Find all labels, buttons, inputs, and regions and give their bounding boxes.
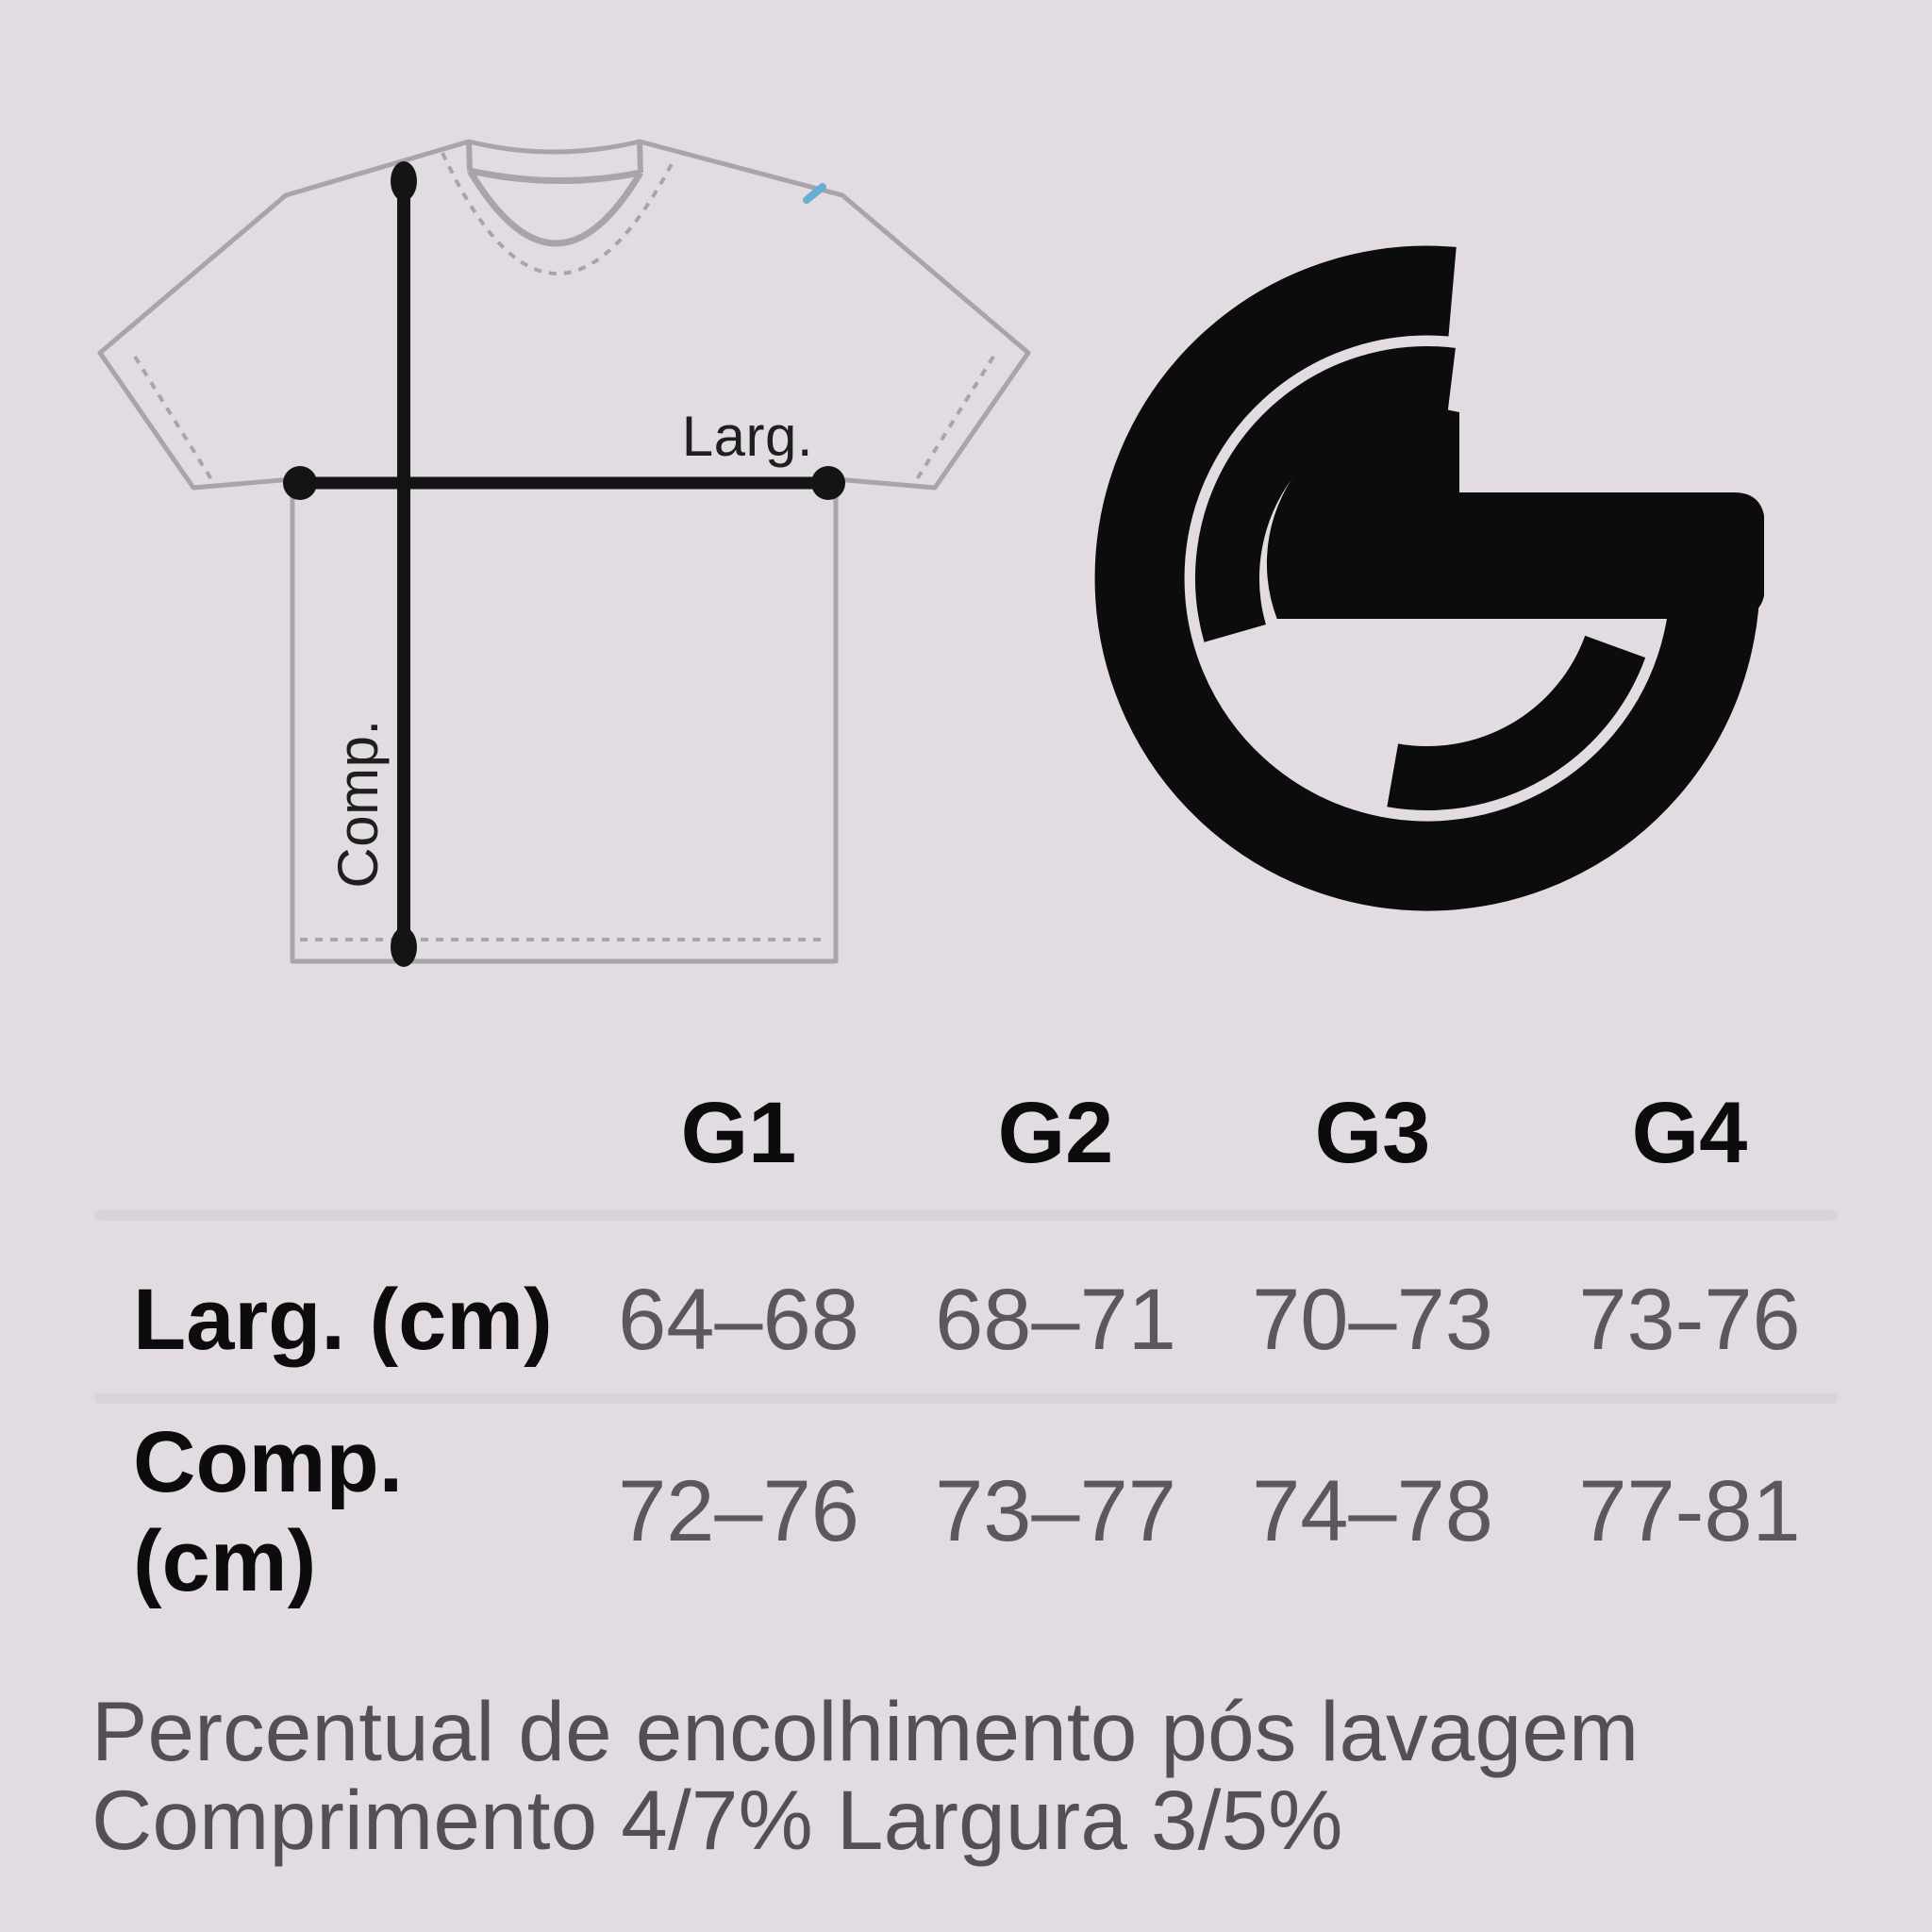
table-row-width: Larg. (cm) 64–68 68–71 70–73 73-76 — [94, 1266, 1849, 1374]
shrinkage-note: Percentual de encolhimento pós lavagem C… — [92, 1687, 1790, 1865]
width-value-g1: 64–68 — [618, 1272, 859, 1368]
collar-seam — [469, 167, 641, 184]
column-header-g1: G1 — [680, 1084, 797, 1181]
length-value-g3: 74–78 — [1252, 1463, 1493, 1559]
length-value-g4: 77-81 — [1578, 1463, 1801, 1559]
table-divider — [94, 1210, 1838, 1221]
row-label-length: Comp. (cm) — [133, 1413, 404, 1609]
tshirt-diagram — [97, 139, 1031, 967]
length-label: Comp. — [326, 719, 390, 889]
width-value-g3: 70–73 — [1252, 1272, 1493, 1368]
brand-g-logo — [1094, 245, 1764, 911]
table-divider — [94, 1393, 1838, 1404]
length-value-g1: 72–76 — [618, 1463, 859, 1559]
column-header-g3: G3 — [1314, 1084, 1431, 1181]
width-label: Larg. — [681, 405, 813, 468]
width-value-g4: 73-76 — [1578, 1272, 1801, 1368]
shrinkage-note-line1: Percentual de encolhimento pós lavagem — [92, 1684, 1640, 1778]
front-neckline — [466, 169, 644, 247]
tshirt-outline — [97, 139, 1031, 964]
column-header-g4: G4 — [1631, 1084, 1748, 1181]
row-label-width: Larg. (cm) — [133, 1272, 553, 1368]
width-value-g2: 68–71 — [935, 1272, 1176, 1368]
length-value-g2: 73–77 — [935, 1463, 1176, 1559]
collar-stitch-dashed — [441, 152, 676, 275]
table-header-row: G1 G2 G3 G4 — [94, 1081, 1849, 1185]
table-row-length: Comp. (cm) 72–76 73–77 74–78 77-81 — [94, 1414, 1849, 1609]
shoulder-notch-blue — [803, 183, 826, 204]
column-header-g2: G2 — [997, 1084, 1114, 1181]
shrinkage-note-line2: Comprimento 4/7% Largura 3/5% — [92, 1773, 1343, 1868]
